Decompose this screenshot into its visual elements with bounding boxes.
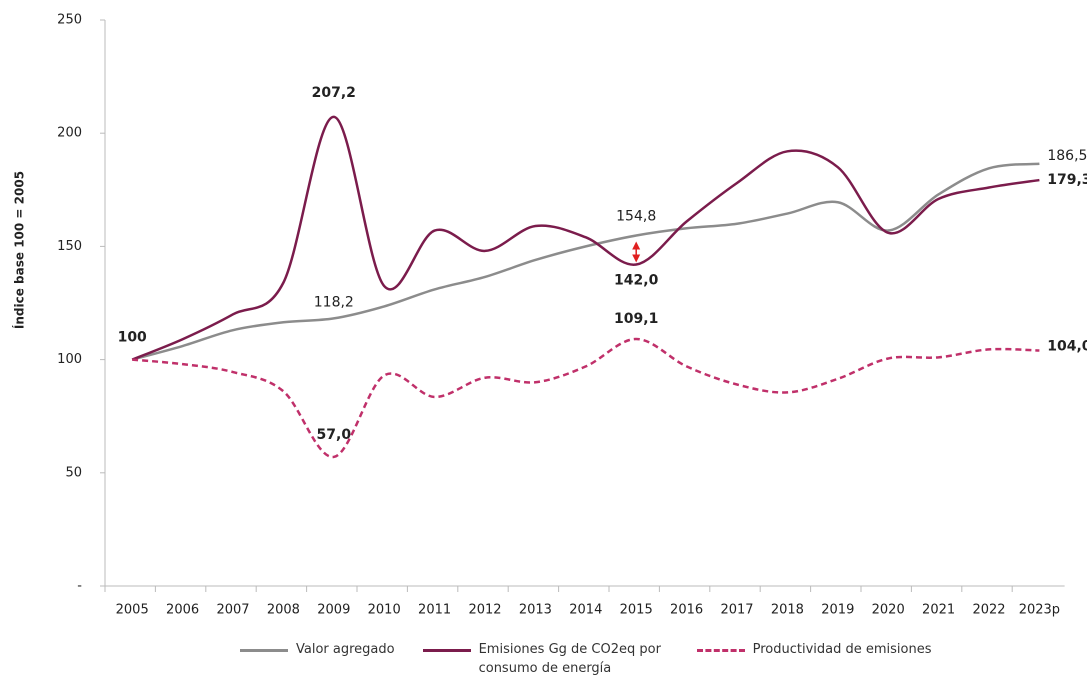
legend-swatch xyxy=(696,649,745,652)
x-tick-label: 2023p xyxy=(1019,603,1060,618)
x-tick-label: 2006 xyxy=(166,603,199,618)
y-axis-label: Índice base 100 = 2005 xyxy=(12,171,27,329)
y-tick-label: 100 xyxy=(57,352,82,367)
series-line xyxy=(131,115,1040,361)
x-tick-label: 2017 xyxy=(720,603,753,618)
data-label: 109,1 xyxy=(614,311,658,327)
y-tick-label: 200 xyxy=(57,126,82,141)
data-label: 104,0 xyxy=(1047,339,1087,355)
legend-label: Emisiones Gg de CO2eq por consumo de ene… xyxy=(478,642,661,676)
x-tick-label: 2016 xyxy=(670,603,703,618)
data-label: 186,5 xyxy=(1047,148,1087,164)
y-tick-label: 150 xyxy=(57,239,82,254)
y-tick-label: 250 xyxy=(57,13,82,28)
data-label: 118,2 xyxy=(314,294,354,310)
series-line xyxy=(131,162,1040,361)
chart: Índice base 100 = 2005 - 50 100 150 200 250 20… xyxy=(12,13,1087,618)
x-tick-label: 2010 xyxy=(368,603,401,618)
x-tick-label: 2021 xyxy=(922,603,955,618)
legend-item: Valor agregado xyxy=(240,640,395,678)
y-tick-label: - xyxy=(77,579,82,594)
legend-label: Productividad de emisiones xyxy=(752,642,932,657)
series-line xyxy=(132,337,1040,459)
data-label: 142,0 xyxy=(614,273,659,289)
data-label: 154,8 xyxy=(616,209,656,225)
x-tick-label: 2012 xyxy=(468,603,501,618)
x-tick-label: 2014 xyxy=(569,603,602,618)
legend-swatch xyxy=(240,649,288,652)
legend-label: Valor agregado xyxy=(296,642,395,657)
x-tick-label: 2022 xyxy=(972,603,1005,618)
data-label: 57,0 xyxy=(317,427,352,443)
data-label: 179,3 xyxy=(1047,172,1087,188)
x-tick-label: 2019 xyxy=(821,603,854,618)
data-label: 207,2 xyxy=(312,85,356,101)
y-tick-label: 50 xyxy=(65,465,82,480)
x-tick-label: 2018 xyxy=(771,603,804,618)
x-tick-label: 2009 xyxy=(317,603,350,618)
x-tick-label: 2008 xyxy=(267,603,300,618)
legend-item: Emisiones Gg de CO2eq por consumo de ene… xyxy=(422,640,669,678)
base-label: 100 xyxy=(118,330,147,346)
legend: Valor agregado Emisiones Gg de CO2eq por … xyxy=(240,640,931,678)
arrow-head xyxy=(632,241,641,250)
legend-item: Productividad de emisiones xyxy=(696,640,932,678)
legend-swatch xyxy=(422,649,471,652)
x-tick-label: 2013 xyxy=(519,603,552,618)
x-tick-label: 2020 xyxy=(872,603,905,618)
arrow-head xyxy=(632,254,641,263)
x-tick-label: 2005 xyxy=(116,603,149,618)
x-tick-label: 2011 xyxy=(418,603,451,618)
x-tick-label: 2007 xyxy=(216,603,249,618)
x-tick-label: 2015 xyxy=(620,603,653,618)
